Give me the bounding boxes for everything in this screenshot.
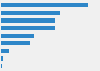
Bar — [0, 56, 3, 61]
Bar — [0, 11, 60, 15]
Bar — [0, 18, 55, 23]
Bar — [0, 3, 88, 7]
Bar — [0, 49, 9, 53]
Bar — [0, 26, 55, 30]
Bar — [0, 34, 34, 38]
Bar — [0, 41, 29, 45]
Bar — [0, 64, 2, 68]
